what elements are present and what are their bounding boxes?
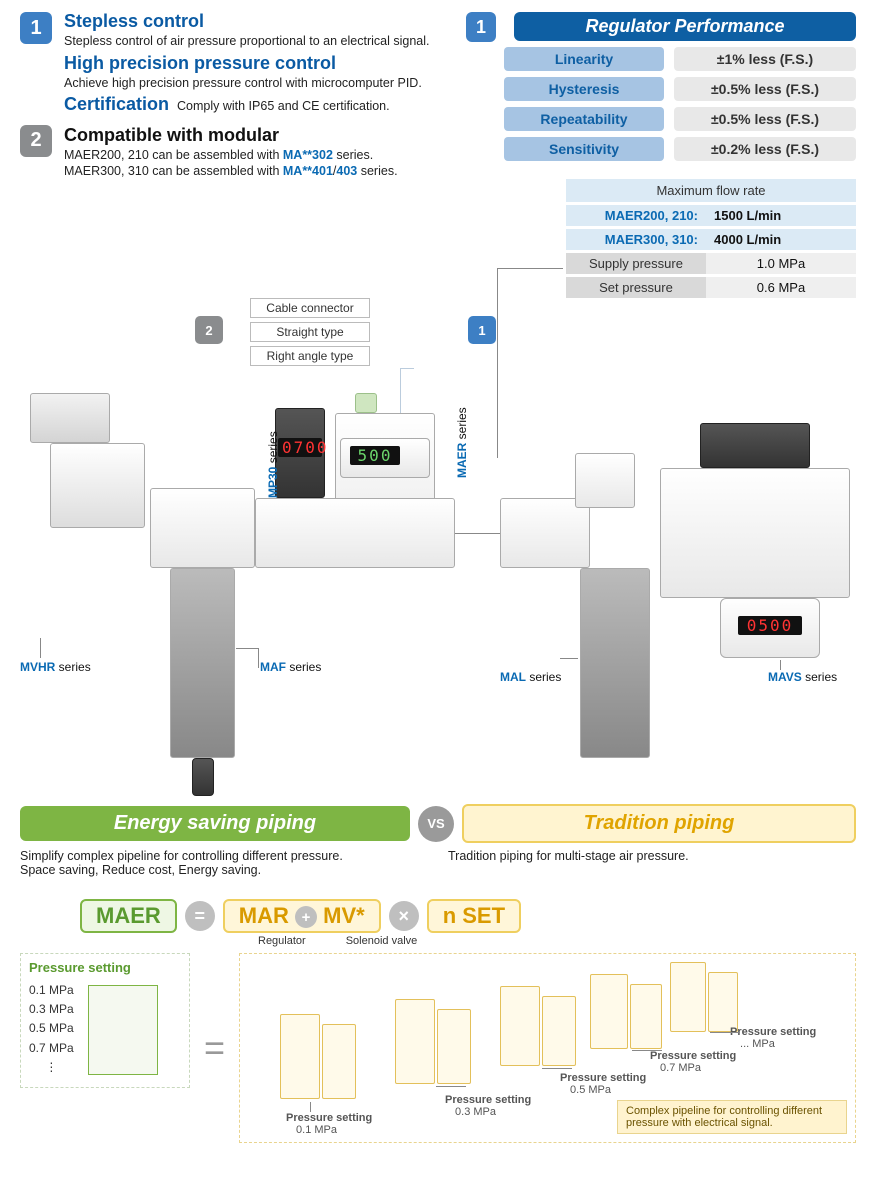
product-diagram: 2 Cable connector Straight type Right an… <box>20 238 856 798</box>
perf-row: Hysteresis ±0.5% less (F.S.) <box>504 77 856 101</box>
big-equals-icon: = <box>204 1027 225 1069</box>
perf-label: Sensitivity <box>504 137 664 161</box>
eq-equals-icon: = <box>185 901 215 931</box>
cert-title: Certification <box>64 94 169 115</box>
perf-row: Sensitivity ±0.2% less (F.S.) <box>504 137 856 161</box>
compat-sub-1: MAER200, 210 can be assembled with MA**3… <box>64 148 398 162</box>
label-mavs: MAVS series <box>768 670 837 684</box>
compat-sub-2: MAER300, 310 can be assembled with MA**4… <box>64 164 398 178</box>
badge-2-grey: 2 <box>20 125 52 157</box>
perf-value: ±0.5% less (F.S.) <box>674 77 856 101</box>
ghost-maer-unit <box>88 985 158 1075</box>
ps-label-5: Pressure setting0.5 MPa <box>560 1072 646 1096</box>
perf-row: Linearity ±1% less (F.S.) <box>504 47 856 71</box>
flow-r1-l: MAER200, 210: <box>566 205 706 226</box>
perf-title: Regulator Performance <box>514 12 856 41</box>
tag-cable: Cable connector <box>250 298 370 318</box>
label-maf: MAF series <box>260 660 321 674</box>
display-mp30: 0700 <box>278 438 322 457</box>
eq-mar-mv: MAR + MV* <box>223 899 381 933</box>
tag-straight: Straight type <box>250 322 370 342</box>
perf-label: Linearity <box>504 47 664 71</box>
flow-head: Maximum flow rate <box>566 179 856 202</box>
eq-nset: n SET <box>427 899 521 933</box>
ps-title: Pressure setting <box>29 960 181 975</box>
ps-v2: 0.5 MPa <box>29 1019 74 1038</box>
display-mavs: 0500 <box>738 616 802 635</box>
ps-label-7: Pressure setting0.7 MPa <box>650 1050 736 1074</box>
perf-value: ±1% less (F.S.) <box>674 47 856 71</box>
cert-sub: Comply with IP65 and CE certification. <box>177 99 390 113</box>
pill-tradition: Tradition piping <box>462 804 856 843</box>
feature-2-title: High precision pressure control <box>64 54 429 74</box>
perf-label: Hysteresis <box>504 77 664 101</box>
vs-circle: VS <box>418 806 454 842</box>
ps-v1: 0.3 MPa <box>29 1000 74 1019</box>
ps-v3: 0.7 MPa <box>29 1039 74 1058</box>
vs-left-sub2: Space saving, Reduce cost, Energy saving… <box>20 863 428 877</box>
ps-label-3: Pressure setting0.3 MPa <box>445 1094 531 1118</box>
badge-1-blue: 1 <box>20 12 52 44</box>
ps-v0: 0.1 MPa <box>29 981 74 1000</box>
label-mal: MAL series <box>500 670 561 684</box>
pressure-setting-panel: Pressure setting 0.1 MPa 0.3 MPa 0.5 MPa… <box>20 953 190 1088</box>
label-mvhr: MVHR series <box>20 660 91 674</box>
compat-title: Compatible with modular <box>64 125 398 146</box>
eq-times-icon: × <box>389 901 419 931</box>
eq-maer: MAER <box>80 899 177 933</box>
display-maer: 500 <box>350 446 400 465</box>
label-maer: MAER series <box>455 407 469 478</box>
ps-dots: ⋮ <box>29 1058 74 1077</box>
diagram-badge-1: 1 <box>468 316 496 344</box>
feature-1-title: Stepless control <box>64 12 429 32</box>
ps-label-n: Pressure setting... MPa <box>730 1026 816 1050</box>
feature-1-sub: Stepless control of air pressure proport… <box>64 34 429 48</box>
eq-sublabels: RegulatorSolenoid valve <box>258 935 856 947</box>
vs-row: Energy saving piping VS Tradition piping <box>20 804 856 843</box>
feature-2-sub: Achieve high precision pressure control … <box>64 76 429 90</box>
tag-rightangle: Right angle type <box>250 346 370 366</box>
diagram-badge-2: 2 <box>195 316 223 344</box>
pill-energy-saving: Energy saving piping <box>20 806 410 841</box>
label-mp30: MP30 series <box>266 431 280 498</box>
tradition-note: Complex pipeline for controlling differe… <box>617 1100 847 1134</box>
perf-label: Repeatability <box>504 107 664 131</box>
perf-row: Repeatability ±0.5% less (F.S.) <box>504 107 856 131</box>
vs-right-sub: Tradition piping for multi-stage air pre… <box>448 849 856 863</box>
badge-1-perf: 1 <box>466 12 496 42</box>
equation-row: MAER = MAR + MV* × n SET <box>80 899 856 933</box>
vs-left-sub1: Simplify complex pipeline for controllin… <box>20 849 428 863</box>
flow-r1-r: 1500 L/min <box>706 205 856 226</box>
tradition-panel: Pressure setting0.1 MPa Pressure setting… <box>239 953 856 1143</box>
perf-value: ±0.2% less (F.S.) <box>674 137 856 161</box>
ps-label-1: Pressure setting0.1 MPa <box>286 1112 372 1136</box>
perf-value: ±0.5% less (F.S.) <box>674 107 856 131</box>
